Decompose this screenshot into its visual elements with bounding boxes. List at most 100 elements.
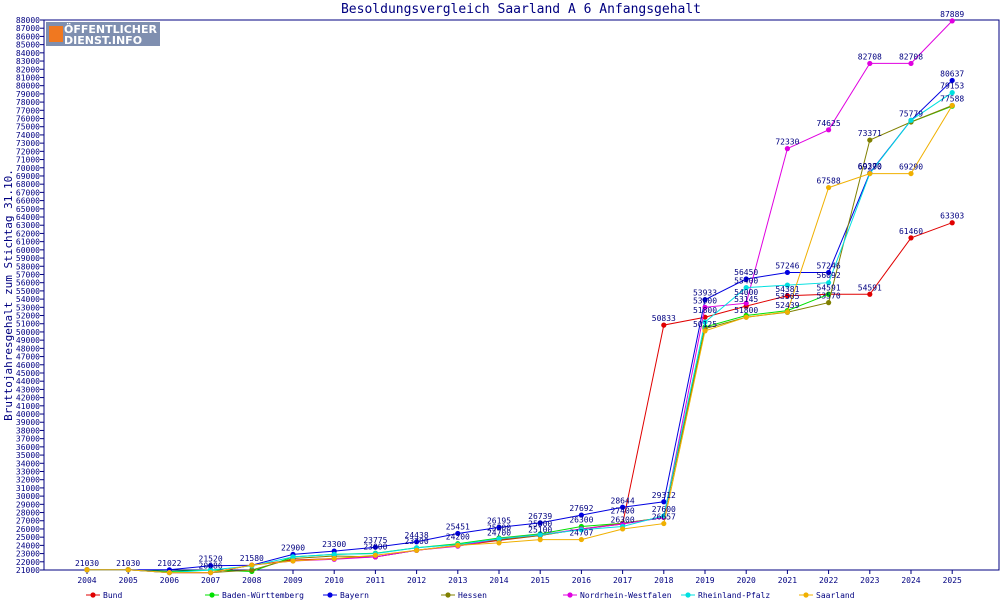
y-tick-label: 30000	[16, 492, 40, 501]
x-tick-label: 2023	[860, 576, 879, 585]
data-label: 21030	[75, 559, 99, 568]
plot-frame	[43, 19, 1000, 571]
data-point	[372, 544, 378, 550]
data-point	[949, 18, 955, 24]
data-point	[125, 567, 131, 573]
data-point	[414, 539, 420, 545]
data-point	[867, 60, 873, 67]
y-tick-label: 39000	[16, 418, 40, 427]
data-point	[867, 291, 873, 297]
data-label: 28644	[611, 496, 635, 505]
data-point	[702, 304, 708, 310]
x-tick-label: 2009	[283, 576, 302, 585]
data-point	[84, 567, 90, 573]
x-tick-label: 2012	[407, 576, 426, 585]
data-point	[826, 280, 832, 286]
data-label: 51800	[693, 306, 717, 315]
data-point	[784, 146, 791, 152]
data-label: 63303	[940, 212, 964, 221]
data-label: 61460	[899, 227, 923, 236]
data-point	[290, 554, 296, 560]
data-label: 24200	[446, 533, 470, 542]
y-tick-label: 58000	[16, 262, 40, 271]
y-tick-label: 51000	[16, 320, 40, 329]
data-point	[784, 269, 791, 276]
data-label: 24438	[405, 531, 429, 540]
data-point	[661, 322, 667, 328]
data-point	[496, 536, 502, 542]
data-point	[867, 170, 873, 177]
chart-title: Besoldungsvergleich Saarland A 6 Anfangs…	[341, 2, 701, 17]
series-saarland	[84, 102, 955, 576]
data-point	[702, 319, 708, 325]
y-tick-label: 35000	[16, 451, 40, 460]
y-tick-label: 82000	[16, 65, 40, 74]
data-point	[702, 297, 708, 303]
data-label: 73371	[858, 129, 882, 138]
data-point	[578, 512, 585, 518]
legend-label: Saarland	[816, 591, 855, 600]
y-tick-label: 55000	[16, 287, 40, 296]
x-tick-label: 2014	[489, 576, 508, 585]
data-label: 80637	[940, 69, 964, 78]
data-point	[578, 536, 585, 543]
y-tick-label: 76000	[16, 115, 40, 124]
legend-label: Rheinland-Pfalz	[698, 591, 770, 600]
data-point	[578, 527, 585, 533]
x-tick-label: 2018	[654, 576, 673, 585]
data-label: 69290	[899, 163, 923, 172]
y-tick-label: 57000	[16, 270, 40, 279]
data-label: 69290	[858, 163, 882, 172]
y-tick-label: 26000	[16, 525, 40, 534]
data-label: 79153	[940, 82, 964, 91]
data-label: 26300	[569, 515, 593, 524]
series-hessen	[84, 102, 955, 576]
y-tick-label: 87000	[16, 24, 40, 33]
data-point	[743, 285, 749, 291]
data-label: 53145	[734, 295, 758, 304]
data-label: 53570	[817, 292, 841, 301]
logo-background	[46, 22, 160, 46]
y-tick-label: 64000	[16, 213, 40, 222]
series-lines	[84, 18, 955, 576]
y-tick-label: 21000	[16, 566, 40, 575]
x-tick-label: 2021	[778, 576, 797, 585]
y-tick-label: 25000	[16, 533, 40, 542]
y-tick-label: 38000	[16, 426, 40, 435]
data-point	[249, 567, 255, 573]
data-point	[949, 90, 955, 96]
y-tick-label: 53000	[16, 303, 40, 312]
y-tick-label: 29000	[16, 500, 40, 509]
data-point	[249, 562, 255, 568]
legend-swatch-marker	[445, 592, 451, 598]
y-tick-label: 48000	[16, 344, 40, 353]
series-baden-w-rttemberg	[84, 103, 955, 575]
y-tick-label: 60000	[16, 246, 40, 255]
y-tick-label: 56000	[16, 279, 40, 288]
x-tick-label: 2010	[325, 576, 344, 585]
data-label: 26739	[528, 512, 552, 521]
legend-swatch-marker	[90, 592, 96, 598]
logo-line-1: ÖFFENTLICHER	[64, 22, 157, 36]
data-label: 26657	[652, 513, 676, 522]
data-label: 69370	[858, 162, 882, 171]
data-point	[702, 328, 708, 334]
data-point	[208, 569, 214, 576]
legend-item: Baden-Württemberg	[205, 591, 304, 600]
y-tick-label: 59000	[16, 254, 40, 263]
y-tick-label: 54000	[16, 295, 40, 304]
data-label: 55400	[734, 277, 758, 286]
series-rheinland-pfalz	[84, 90, 955, 576]
data-label: 51800	[734, 306, 758, 315]
data-label: 25100	[528, 525, 552, 534]
y-tick-label: 88000	[16, 16, 40, 25]
legend-label: Nordrhein-Westfalen	[580, 591, 672, 600]
data-point	[867, 137, 873, 143]
legend-label: Bund	[103, 591, 122, 600]
y-tick-label: 33000	[16, 467, 40, 476]
y-tick-label: 67000	[16, 188, 40, 197]
data-point	[743, 314, 749, 320]
series-line-saarland	[87, 105, 953, 574]
